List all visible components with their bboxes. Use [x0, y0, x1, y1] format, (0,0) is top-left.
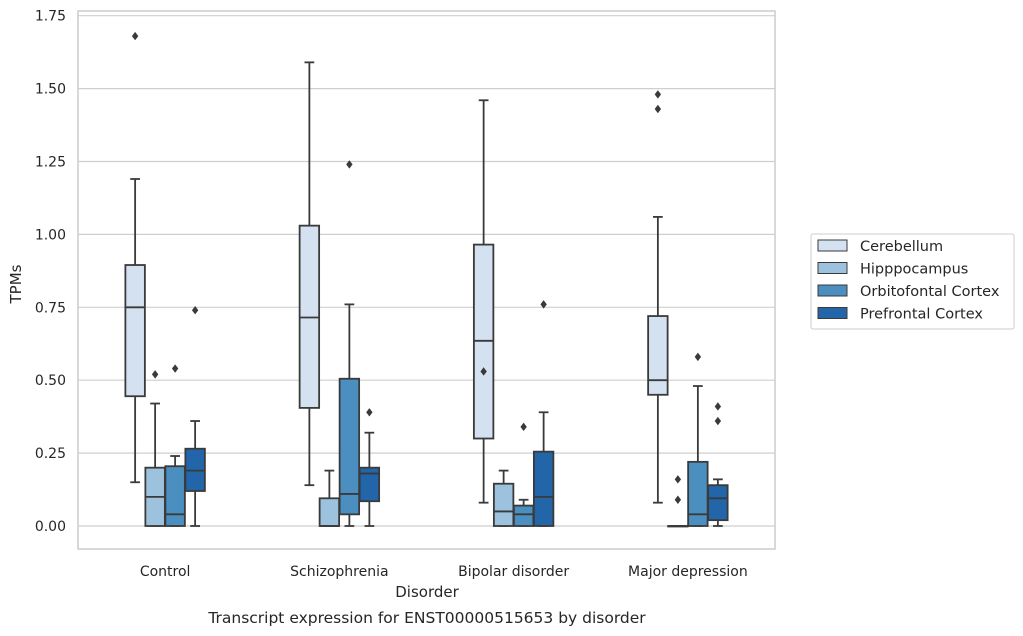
box-body [707, 484, 729, 522]
outlier-point [171, 364, 179, 373]
box-cerebellum-1 [298, 61, 321, 487]
legend-swatch [817, 262, 848, 274]
outlier-point [191, 306, 199, 315]
outlier-point [654, 104, 662, 114]
box-orbitofontal-cortex-0 [164, 364, 186, 527]
y-tick-label: 1.25 [35, 155, 66, 171]
chart-caption: Transcript expression for ENST0000051565… [207, 609, 646, 627]
outlier-point [714, 416, 722, 426]
outlier-point [131, 31, 139, 41]
box-hipppocampus-2 [492, 469, 515, 527]
y-tick-label: 0.25 [35, 446, 66, 462]
box-prefrontal-cortex-3 [707, 402, 729, 527]
legend-label: Prefrontal Cortex [860, 307, 983, 323]
box-body [358, 466, 381, 503]
x-axis-label: Disorder [395, 583, 459, 601]
box-body [532, 450, 555, 527]
y-tick-label: 1.00 [35, 227, 66, 243]
box-body [318, 497, 341, 527]
box-hipppocampus-3 [667, 475, 689, 528]
box-orbitofontal-cortex-1 [338, 160, 361, 527]
x-ticks: Control Schizophrenia Bipolar disorder Majo… [140, 564, 748, 580]
y-tick-label: 1.50 [35, 82, 66, 98]
outlier-point [674, 495, 682, 504]
x-tick-label: Schizophrenia [290, 564, 388, 580]
box-body [338, 377, 361, 516]
y-tick-label: 0.75 [35, 300, 66, 316]
y-tick-label: 1.75 [35, 9, 66, 25]
outlier-point [654, 90, 662, 99]
box-orbitofontal-cortex-3 [687, 352, 709, 527]
box-body [512, 504, 535, 527]
y-ticks: 0.00 0.25 0.50 0.75 1.00 1.25 1.50 1.75 [35, 9, 66, 535]
box-hipppocampus-0 [144, 370, 166, 527]
outlier-point [540, 300, 547, 309]
box-cerebellum-3 [647, 90, 669, 504]
x-tick-label: Major depression [628, 564, 748, 580]
x-tick-label: Control [140, 564, 191, 580]
legend-label: Orbitofontal Cortex [860, 284, 1000, 300]
legend-swatch [817, 284, 848, 297]
box-body [647, 315, 669, 396]
box-layer [124, 31, 729, 528]
outlier-point [151, 370, 159, 379]
y-tick-label: 0.50 [35, 373, 66, 389]
box-orbitofontal-cortex-2 [512, 422, 535, 527]
box-body [124, 264, 146, 398]
y-tick-label: 0.00 [35, 519, 66, 535]
outlier-point [366, 408, 373, 417]
box-prefrontal-cortex-0 [184, 306, 206, 527]
box-cerebellum-2 [472, 99, 495, 504]
outlier-point [694, 352, 702, 362]
legend-label: Hipppocampus [860, 262, 968, 278]
legend: Cerebellum Hipppocampus Orbitofontal Corte… [810, 233, 1015, 330]
legend-frame [810, 233, 1015, 330]
box-body [164, 465, 186, 527]
box-prefrontal-cortex-2 [532, 300, 555, 527]
x-tick-label: Bipolar disorder [458, 564, 569, 580]
box-prefrontal-cortex-1 [358, 408, 381, 527]
box-body [492, 482, 515, 527]
outlier-point [674, 475, 682, 484]
outlier-point [346, 160, 353, 169]
frame-layer [77, 10, 776, 550]
box-body [687, 460, 709, 527]
plot-frame [77, 10, 776, 550]
box-cerebellum-0 [124, 31, 146, 484]
legend-label: Cerebellum [860, 239, 943, 255]
outlier-point [714, 402, 722, 411]
legend-swatch [817, 239, 848, 252]
legend-swatch [817, 307, 848, 319]
outlier-point [480, 367, 487, 376]
box-hipppocampus-1 [318, 469, 341, 527]
outlier-point [520, 422, 527, 432]
grid-layer [78, 15, 775, 527]
y-axis-label: TPMs [7, 264, 25, 304]
